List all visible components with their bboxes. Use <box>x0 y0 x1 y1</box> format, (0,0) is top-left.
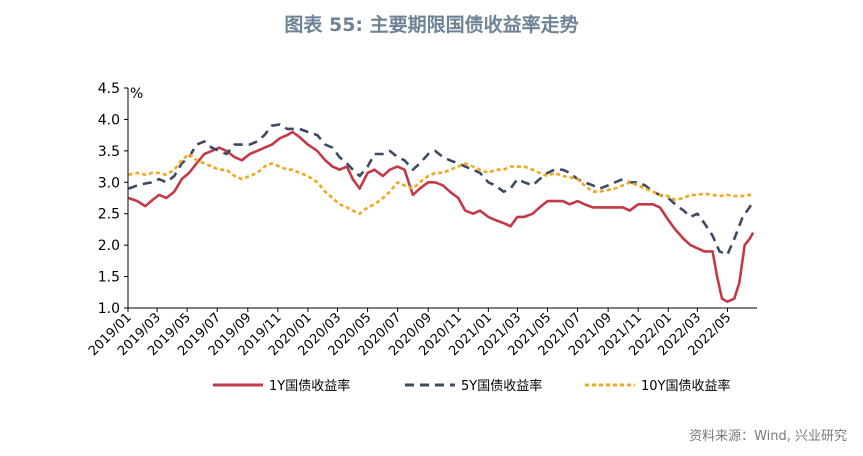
series-line-3 <box>128 152 754 215</box>
y-tick-label: 1.0 <box>98 301 120 317</box>
y-tick-label: 3.0 <box>98 175 120 191</box>
legend-label-2: 5Y国债收益率 <box>461 378 542 394</box>
series-line-1 <box>128 130 755 304</box>
y-axis-unit: % <box>130 86 143 102</box>
source-note: 资料来源：Wind, 兴业研究 <box>689 429 847 444</box>
y-axis: 1.0 1.5 2.0 2.5 3.0 3.5 4.0 4.5% <box>98 81 144 317</box>
y-tick-label: 4.5 <box>98 81 120 97</box>
legend: 1Y国债收益率 5Y国债收益率 10Y国债收益率 <box>213 378 730 394</box>
page-title: 图表 55: 主要期限国债收益率走势 <box>284 14 579 36</box>
series-line-2 <box>128 123 755 256</box>
y-tick-label: 2.0 <box>98 238 120 254</box>
legend-label-1: 1Y国债收益率 <box>269 378 350 394</box>
legend-label-3: 10Y国债收益率 <box>641 378 730 394</box>
x-axis: 2019/012019/032019/052019/072019/092019/… <box>86 307 757 359</box>
y-tick-label: 2.5 <box>98 207 120 223</box>
series-layer <box>128 123 755 304</box>
y-tick-label: 4.0 <box>98 112 120 128</box>
y-tick-label: 1.5 <box>98 270 120 286</box>
y-tick-label: 3.5 <box>98 144 120 160</box>
